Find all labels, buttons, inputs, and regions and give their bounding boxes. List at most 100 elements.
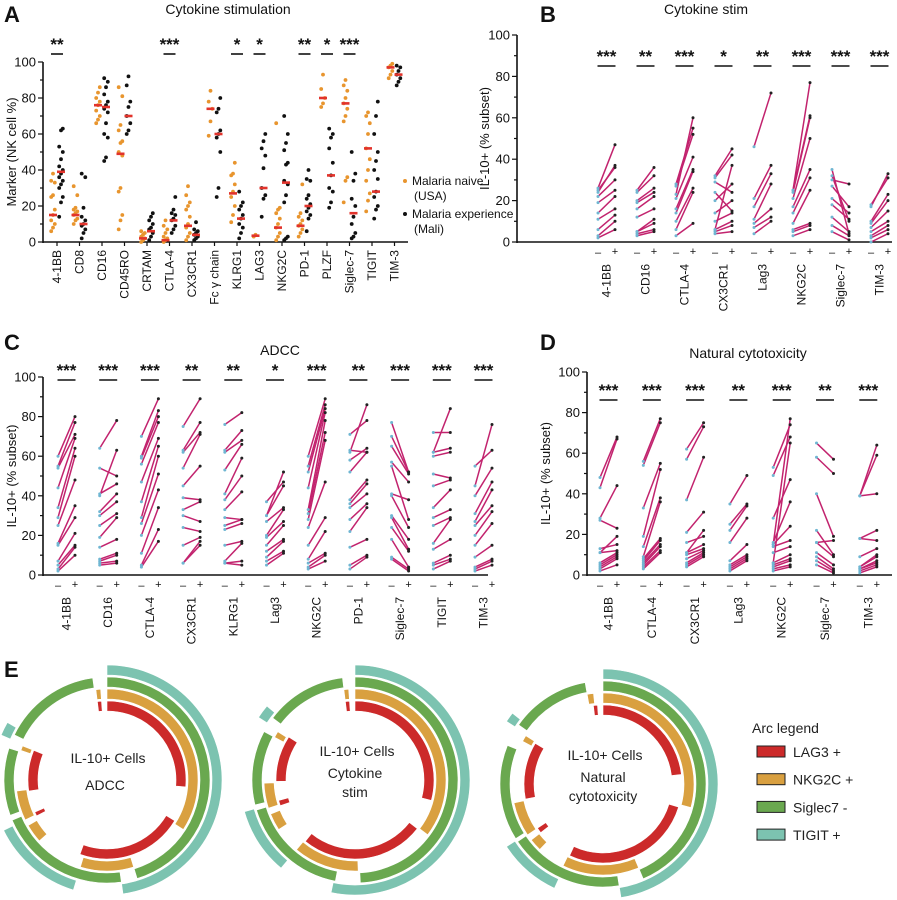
data-point: [184, 207, 189, 212]
data-point: [300, 182, 305, 187]
plus-point: [613, 165, 617, 169]
data-point: [396, 69, 401, 73]
paired-line: [714, 181, 733, 193]
minus-point: [390, 555, 394, 559]
minus-point: [713, 232, 717, 236]
plus-point: [156, 506, 160, 510]
plus-point: [691, 155, 695, 159]
condition-label-minus: –: [347, 580, 354, 592]
minus-point: [771, 551, 775, 555]
data-point: [102, 159, 107, 163]
circle-label: cytotoxicity: [569, 788, 637, 804]
minus-point: [791, 188, 795, 192]
paired-line: [773, 566, 791, 572]
plus-point: [323, 480, 327, 484]
arc-nkg2c: [602, 692, 695, 808]
y-tick-label: 40: [22, 488, 36, 503]
minus-point: [641, 555, 645, 559]
minus-point: [685, 551, 689, 555]
paired-line: [433, 558, 451, 566]
paired-line: [265, 540, 285, 558]
significance-stars: *: [234, 35, 241, 54]
data-point: [105, 79, 110, 84]
data-point: [259, 214, 264, 219]
minus-point: [473, 524, 477, 527]
plus-point: [702, 510, 706, 514]
paired-line: [859, 444, 878, 497]
plus-point: [875, 538, 879, 542]
significance-stars: **: [352, 361, 366, 380]
paired-line: [714, 154, 733, 179]
data-point: [327, 146, 332, 151]
paired-line: [772, 442, 791, 563]
paired-line: [57, 546, 76, 570]
plus-point: [615, 549, 619, 553]
paired-line: [729, 544, 748, 562]
condition-label-minus: –: [55, 580, 62, 592]
data-point: [353, 204, 358, 208]
minus-point: [181, 525, 185, 529]
paired-line: [349, 449, 367, 453]
paired-line: [714, 148, 733, 177]
paired-line: [773, 564, 791, 570]
significance-stars: ***: [772, 381, 792, 400]
data-point: [372, 132, 377, 136]
paired-line: [597, 195, 616, 214]
chart-title: Cytokine stim: [664, 1, 748, 17]
data-point: [364, 209, 369, 214]
significance-stars: ***: [858, 381, 878, 400]
plus-point: [490, 543, 494, 547]
category-label: 4-1BB: [60, 597, 74, 630]
condition-label-plus: +: [690, 246, 696, 258]
arc-circle: [244, 664, 471, 896]
plus-point: [490, 448, 494, 452]
data-point: [329, 200, 333, 205]
plus-point: [788, 545, 792, 549]
arc-tigit: [506, 712, 521, 728]
minus-point: [830, 178, 834, 182]
paired-line: [870, 177, 889, 206]
panel-e-arc-chart: [0, 664, 786, 898]
paired-line: [753, 183, 772, 220]
data-point: [345, 88, 350, 93]
paired-line: [474, 424, 493, 487]
plus-point: [652, 194, 656, 198]
plus-point: [365, 482, 369, 486]
minus-point: [348, 563, 352, 567]
paired-line: [474, 505, 493, 526]
paired-line: [636, 230, 655, 237]
data-point: [118, 218, 123, 223]
minus-point: [596, 228, 600, 232]
plus-point: [282, 520, 285, 524]
paired-line: [642, 418, 661, 462]
minus-point: [348, 450, 352, 454]
data-point: [120, 94, 125, 99]
plus-point: [847, 205, 851, 209]
minus-point: [473, 512, 477, 516]
y-axis-label: Marker (NK cell %): [4, 97, 19, 206]
data-point: [206, 99, 211, 104]
paired-line: [599, 485, 618, 519]
category-label: Siglec-7: [393, 597, 407, 641]
significance-stars: ***: [597, 47, 617, 66]
paired-line: [599, 549, 618, 554]
paired-line: [642, 422, 661, 466]
paired-line: [99, 493, 118, 513]
plus-point: [886, 192, 890, 196]
paired-line: [729, 505, 748, 531]
plus-point: [448, 450, 452, 454]
data-point: [232, 160, 237, 165]
y-tick-label: 60: [566, 446, 580, 461]
minus-point: [348, 458, 352, 462]
plus-point: [198, 535, 202, 539]
minus-point: [713, 174, 717, 178]
data-point: [208, 119, 213, 124]
minus-point: [791, 234, 795, 238]
paired-line: [642, 497, 662, 547]
paired-line: [140, 455, 160, 518]
minus-point: [685, 530, 689, 534]
y-tick-label: 80: [22, 409, 36, 424]
plus-point: [365, 492, 369, 496]
minus-point: [98, 446, 102, 450]
plus-point: [240, 522, 244, 526]
